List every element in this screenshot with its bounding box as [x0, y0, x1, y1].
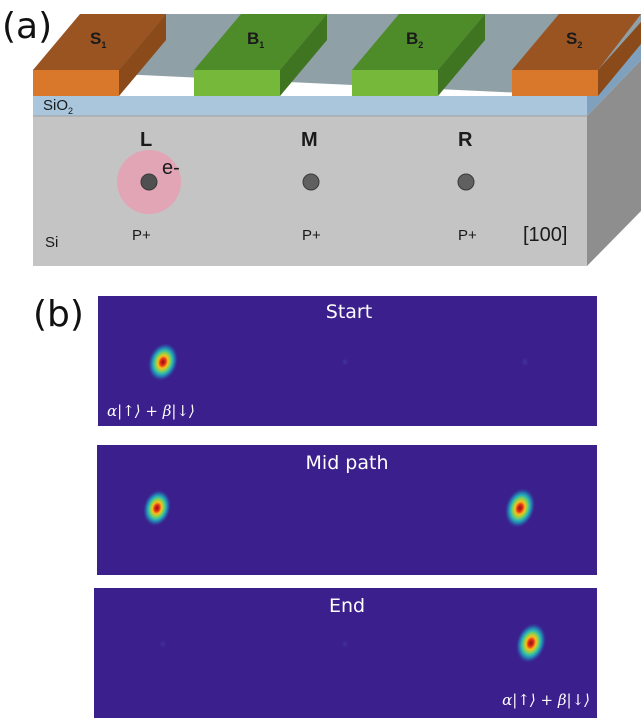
snapshot-start: Start α|↑⟩ + β|↓⟩: [98, 296, 597, 426]
wavefunction-peak-left: [142, 489, 172, 527]
wavefunction-peak-right: [504, 487, 536, 529]
site-r-label: R: [458, 129, 473, 151]
wavefunction-faint-right: [520, 356, 530, 368]
donor-atom-r: [457, 173, 475, 191]
gate-b1: [194, 14, 327, 96]
gate-b2-label: B2: [406, 29, 423, 50]
site-m-label: M: [301, 129, 318, 151]
substrate-label: Si: [45, 234, 58, 251]
panel-a-label: (a): [2, 6, 52, 47]
gate-s1-label: S1: [90, 29, 106, 50]
panel-b-label: (b): [33, 294, 84, 335]
snapshot-background: [94, 588, 597, 718]
dopant-l-label: P+: [132, 227, 151, 244]
donor-atom-l: [140, 173, 158, 191]
dopant-r-label: P+: [458, 227, 477, 244]
gate-s2-label: S2: [566, 29, 582, 50]
oxide-layer: [33, 96, 587, 116]
snapshot-end: End α|↑⟩ + β|↓⟩: [94, 588, 597, 718]
snapshot-title: Mid path: [306, 452, 389, 474]
wavefunction-faint-middle: [340, 357, 350, 367]
spin-state-label: α|↑⟩ + β|↓⟩: [502, 691, 590, 709]
wavefunction-faint-middle: [340, 639, 350, 649]
oxide-label: SiO2: [43, 97, 73, 116]
spin-state-label: α|↑⟩ + β|↓⟩: [107, 402, 195, 420]
device-schematic: S1 B1 B2 S2 SiO2 L M R e- P+ P+ P+ Si [1…: [33, 14, 641, 266]
gate-s1: [33, 14, 166, 96]
oxide-top-face: [33, 14, 641, 96]
substrate-side-face: [587, 60, 641, 266]
snapshot-mid-path: Mid path: [97, 445, 597, 575]
snapshot-title: Start: [326, 301, 372, 323]
orientation-label: [100]: [523, 224, 567, 246]
donor-atom-m: [302, 173, 320, 191]
wavefunction-peak-left: [147, 342, 179, 382]
gate-b1-label: B1: [247, 29, 264, 50]
gate-s2: [512, 14, 641, 96]
gate-b2: [352, 14, 485, 96]
wavefunction-peak-right: [515, 622, 547, 664]
snapshot-title: End: [329, 595, 365, 617]
site-l-label: L: [140, 129, 152, 151]
wavefunction-faint-left: [158, 639, 168, 649]
electron-label: e-: [162, 157, 180, 179]
dopant-m-label: P+: [302, 227, 321, 244]
